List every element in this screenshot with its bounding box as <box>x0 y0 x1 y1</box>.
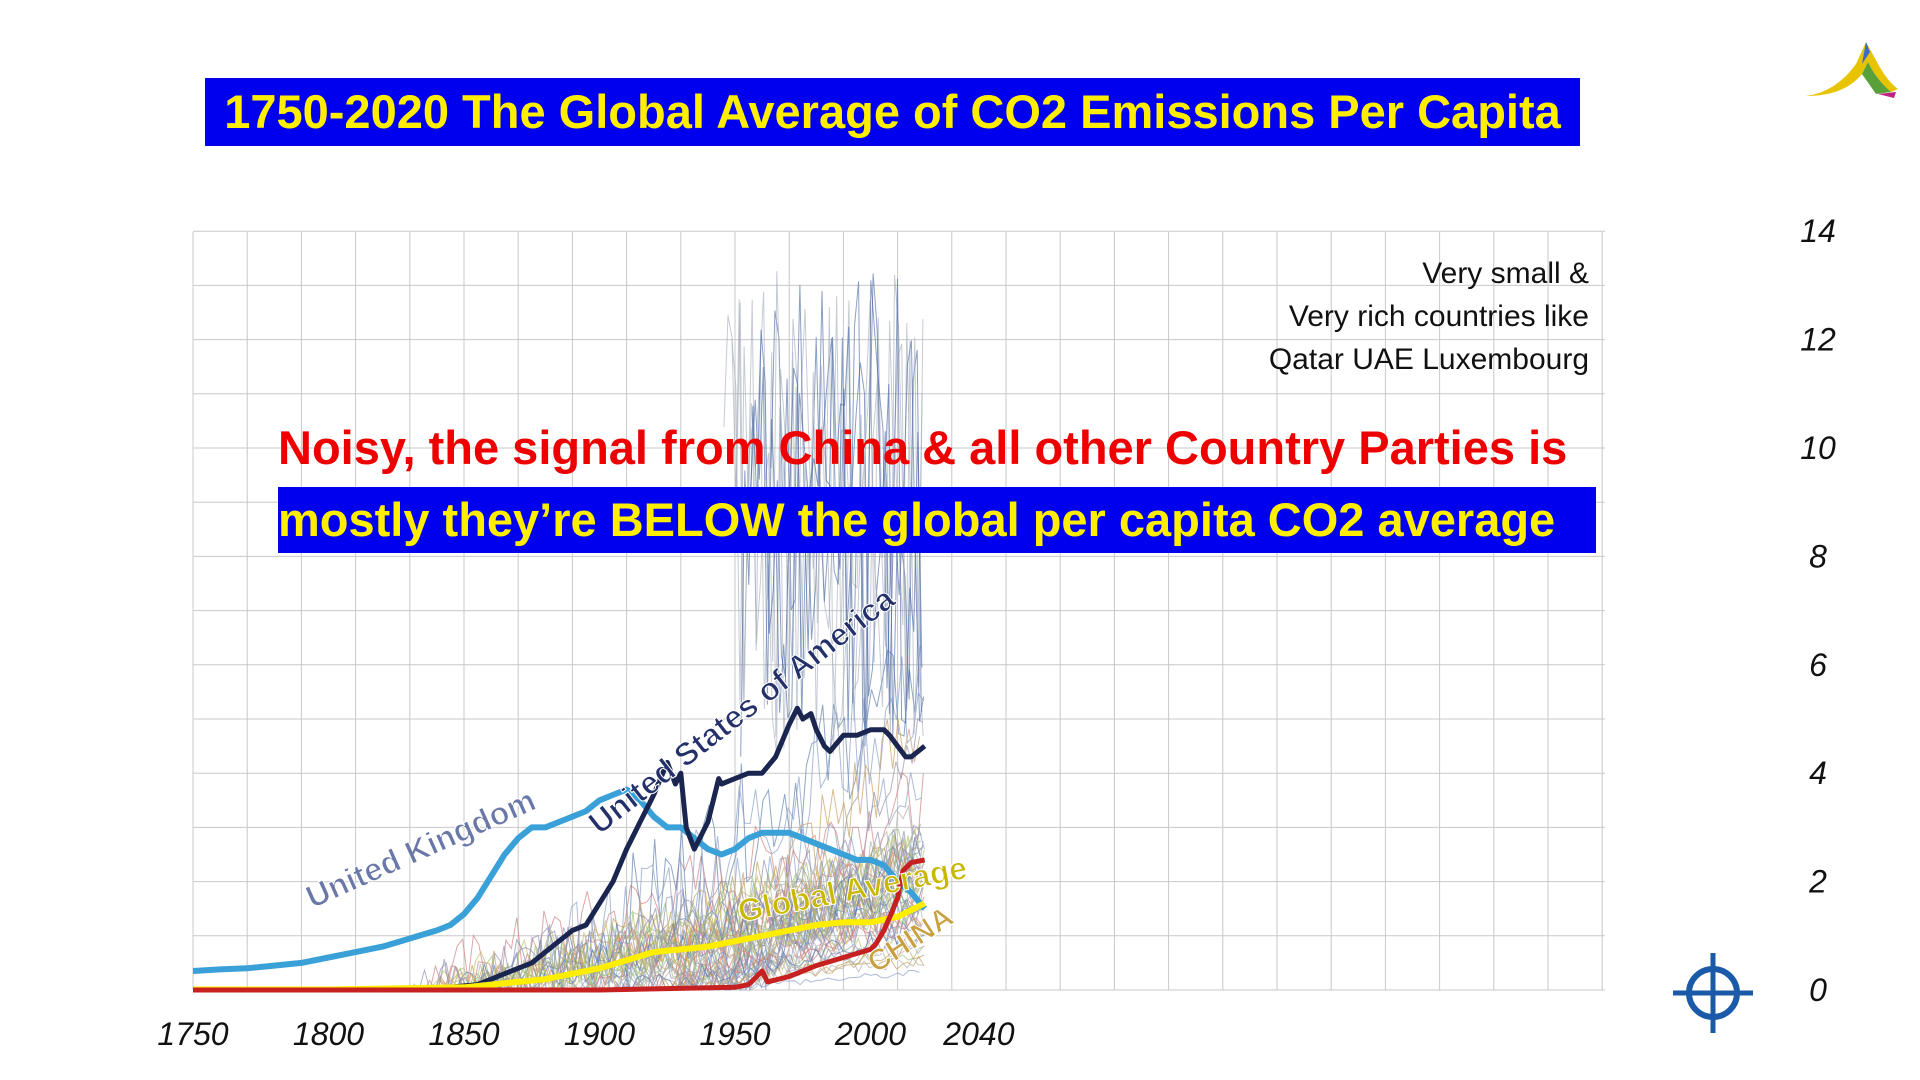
y-tick-label: 8 <box>1809 538 1827 574</box>
annotation-line: Very rich countries like <box>1288 300 1589 333</box>
country-line <box>438 829 922 991</box>
country-line <box>730 291 923 749</box>
rich-countries-annotation: Very small & Very rich countries like Qa… <box>1269 252 1589 381</box>
series-line-united-states-of-america <box>193 705 927 993</box>
country-line <box>742 273 923 747</box>
title-background <box>205 78 1580 146</box>
series-line-china <box>193 857 926 993</box>
x-tick-label: 2040 <box>942 1016 1014 1052</box>
y-tick-label: 0 <box>1809 972 1827 1008</box>
country-line <box>614 920 925 992</box>
crosshair-icon <box>1673 953 1753 1033</box>
chart-title: 1750-2020 The Global Average of CO2 Emis… <box>224 85 1561 138</box>
x-tick-label: 1900 <box>564 1016 635 1052</box>
x-tick-label: 2000 <box>834 1016 906 1052</box>
country-line <box>588 824 925 992</box>
y-tick-label: 10 <box>1800 430 1836 466</box>
noisy-signal-annotation: Noisy, the signal from China & all other… <box>278 421 1568 474</box>
country-line <box>731 274 924 755</box>
country-line <box>713 886 921 992</box>
y-tick-label: 6 <box>1809 647 1827 683</box>
country-line <box>538 656 925 992</box>
y-tick-label: 2 <box>1808 864 1827 900</box>
y-tick-label: 12 <box>1800 322 1836 358</box>
series-line-global-average <box>193 900 927 993</box>
x-tick-label: 1800 <box>293 1016 364 1052</box>
y-tick-label: 14 <box>1800 213 1836 249</box>
annotation-line: Very small & <box>1422 257 1589 290</box>
series-label: United Kingdom <box>300 782 540 915</box>
country-line <box>598 957 924 992</box>
country-line <box>429 909 924 992</box>
annotation-line: Qatar UAE Luxembourg <box>1268 343 1589 376</box>
country-line <box>631 863 925 991</box>
mountain-logo-icon <box>1806 42 1898 98</box>
chart-series <box>192 705 928 993</box>
y-tick-label: 4 <box>1809 755 1827 791</box>
below-average-annotation: mostly they’re BELOW the global per capi… <box>278 487 1596 553</box>
country-line <box>770 310 922 738</box>
axis-ticks: 1750 1800 1850 1900 1950 2000 2040 0 2 4 6 8 10 12 14 <box>157 213 1836 1052</box>
x-tick-label: 1850 <box>428 1016 499 1052</box>
x-tick-label: 1950 <box>699 1016 770 1052</box>
x-tick-label: 1750 <box>157 1016 228 1052</box>
series-line-united-kingdom <box>192 786 928 974</box>
